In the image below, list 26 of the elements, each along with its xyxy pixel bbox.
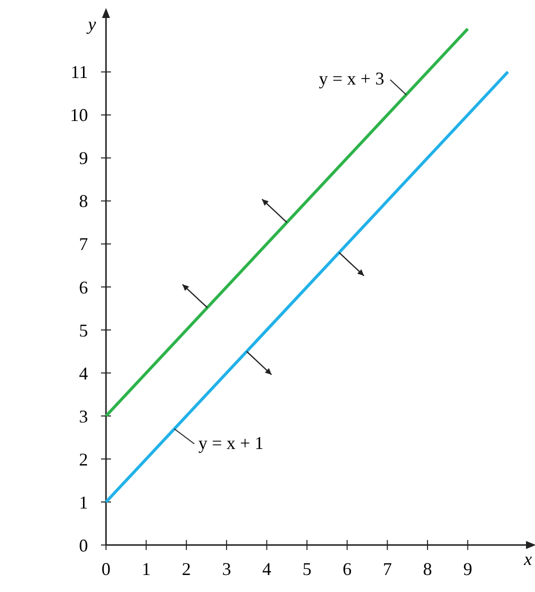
x-axis-title: x: [523, 549, 532, 569]
y-tick-label: 3: [79, 406, 88, 426]
x-tick-label: 0: [102, 559, 110, 579]
y-tick-label: 7: [79, 234, 88, 254]
y-tick-label: 0: [79, 535, 88, 556]
y-tick-label: 6: [79, 277, 88, 298]
y-tick-label: 11: [70, 62, 88, 82]
series-label: y = x + 1: [198, 432, 264, 453]
x-tick-label: 3: [222, 559, 232, 579]
y-tick-label: 1: [79, 492, 88, 512]
x-tick-label: 7: [382, 559, 392, 579]
y-tick-label: 2: [79, 449, 88, 470]
x-tick-label: 9: [463, 559, 472, 579]
x-tick-label: 8: [423, 559, 432, 579]
x-tick-label: 6: [342, 559, 352, 579]
x-tick-label: 1: [142, 559, 151, 579]
y-tick-label: 4: [79, 363, 88, 384]
y-tick-label: 9: [79, 148, 88, 168]
y-tick-label: 10: [70, 105, 88, 126]
y-tick-label: 5: [79, 320, 88, 340]
x-tick-label: 4: [262, 559, 272, 579]
x-tick-label: 5: [302, 559, 312, 579]
series-label: y = x + 3: [318, 68, 384, 89]
y-axis-title: y: [86, 14, 96, 34]
y-tick-label: 8: [79, 191, 88, 212]
x-tick-label: 2: [182, 559, 191, 579]
